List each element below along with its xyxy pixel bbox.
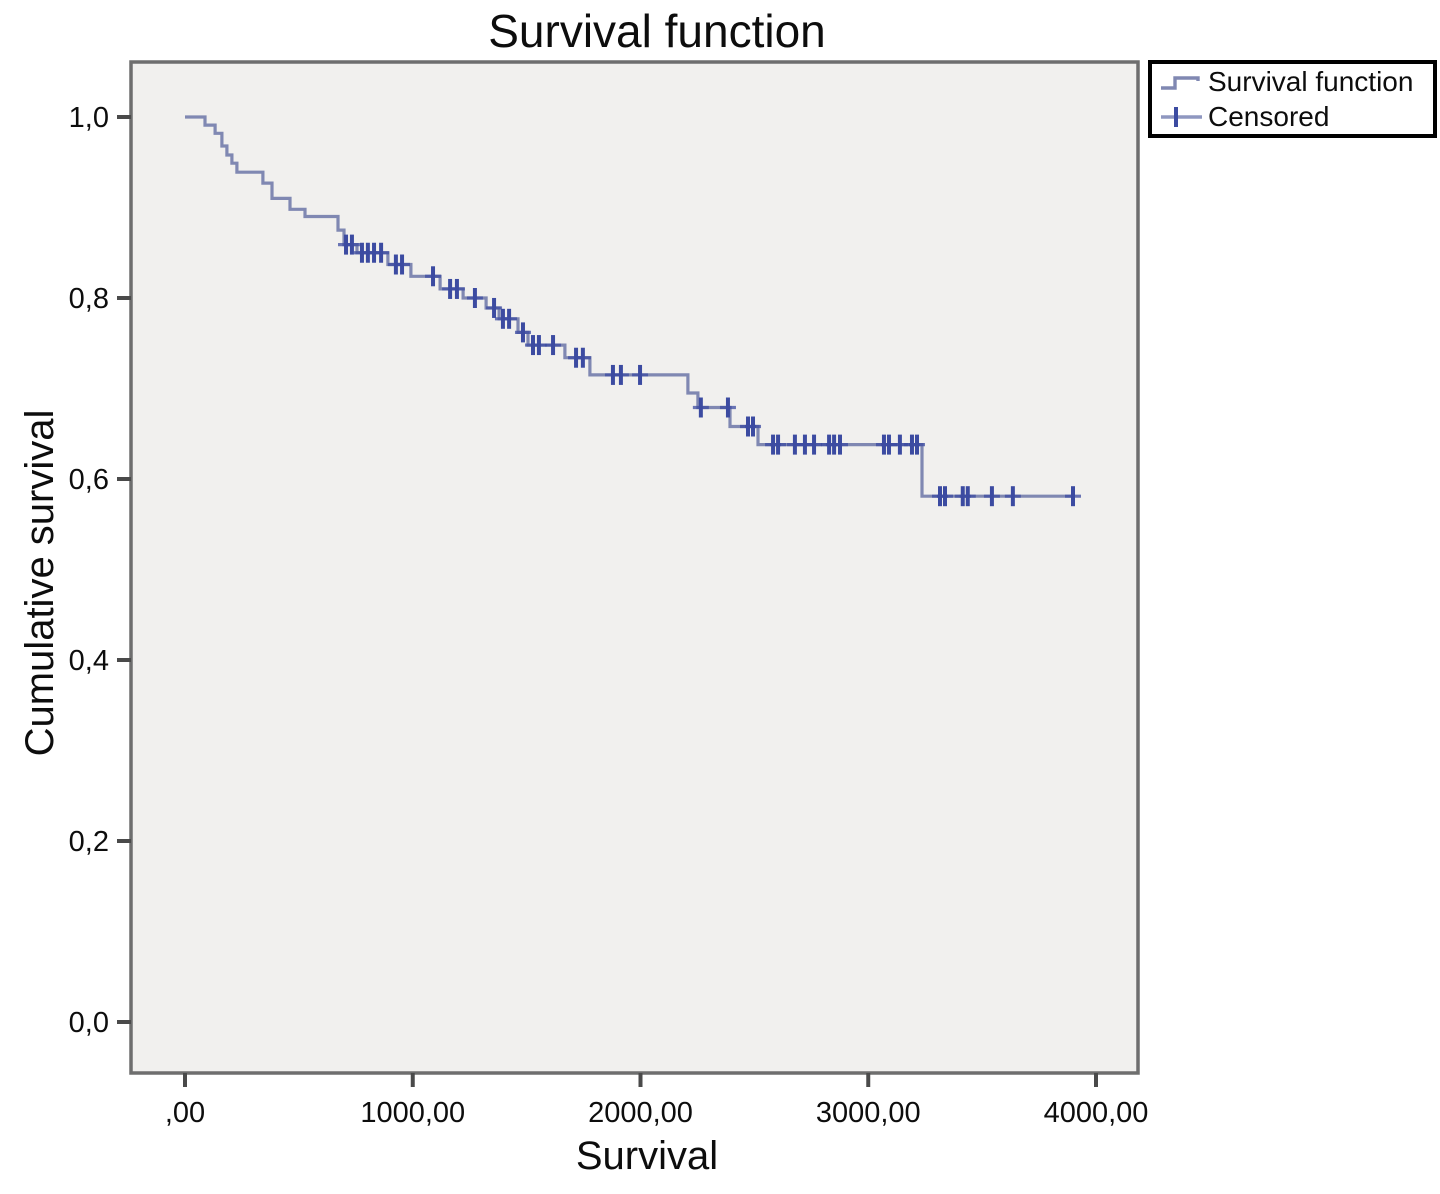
x-axis-tick-labels: ,00 1000,00 2000,00 3000,00 4000,00: [165, 1097, 1149, 1129]
svg-text:4000,00: 4000,00: [1044, 1097, 1149, 1129]
y-axis-ticks: [117, 115, 131, 1024]
svg-text:0,6: 0,6: [69, 464, 109, 496]
x-axis-ticks: [183, 1073, 1098, 1087]
svg-text:0,0: 0,0: [69, 1007, 109, 1039]
svg-text:3000,00: 3000,00: [816, 1097, 921, 1129]
svg-text:0,2: 0,2: [69, 826, 109, 858]
plot-area: [129, 60, 1140, 1075]
x-axis-title: Survival: [575, 1134, 719, 1178]
legend-label: Censored: [1208, 100, 1330, 132]
svg-text:1000,00: 1000,00: [360, 1097, 465, 1129]
y-axis-tick-labels: 0,0 0,2 0,4 0,6 0,8 1,0: [69, 102, 109, 1039]
svg-text:2000,00: 2000,00: [588, 1097, 693, 1129]
svg-text:0,4: 0,4: [69, 645, 109, 677]
plus-marker-icon: [1161, 106, 1202, 127]
legend-box: Survival function Censored: [1148, 60, 1437, 138]
svg-text:,00: ,00: [165, 1097, 205, 1129]
legend-label: Survival function: [1208, 65, 1414, 97]
svg-text:1,0: 1,0: [69, 102, 109, 134]
y-axis-title: Cumulative survival: [18, 409, 62, 757]
legend-item-censored: Censored: [1158, 99, 1433, 134]
svg-text:0,8: 0,8: [69, 283, 109, 315]
chart-title: Survival function: [488, 5, 826, 57]
legend-item-survival-function: Survival function: [1158, 64, 1433, 99]
censored-marks: [338, 234, 1081, 507]
step-line-icon: [1161, 75, 1200, 90]
